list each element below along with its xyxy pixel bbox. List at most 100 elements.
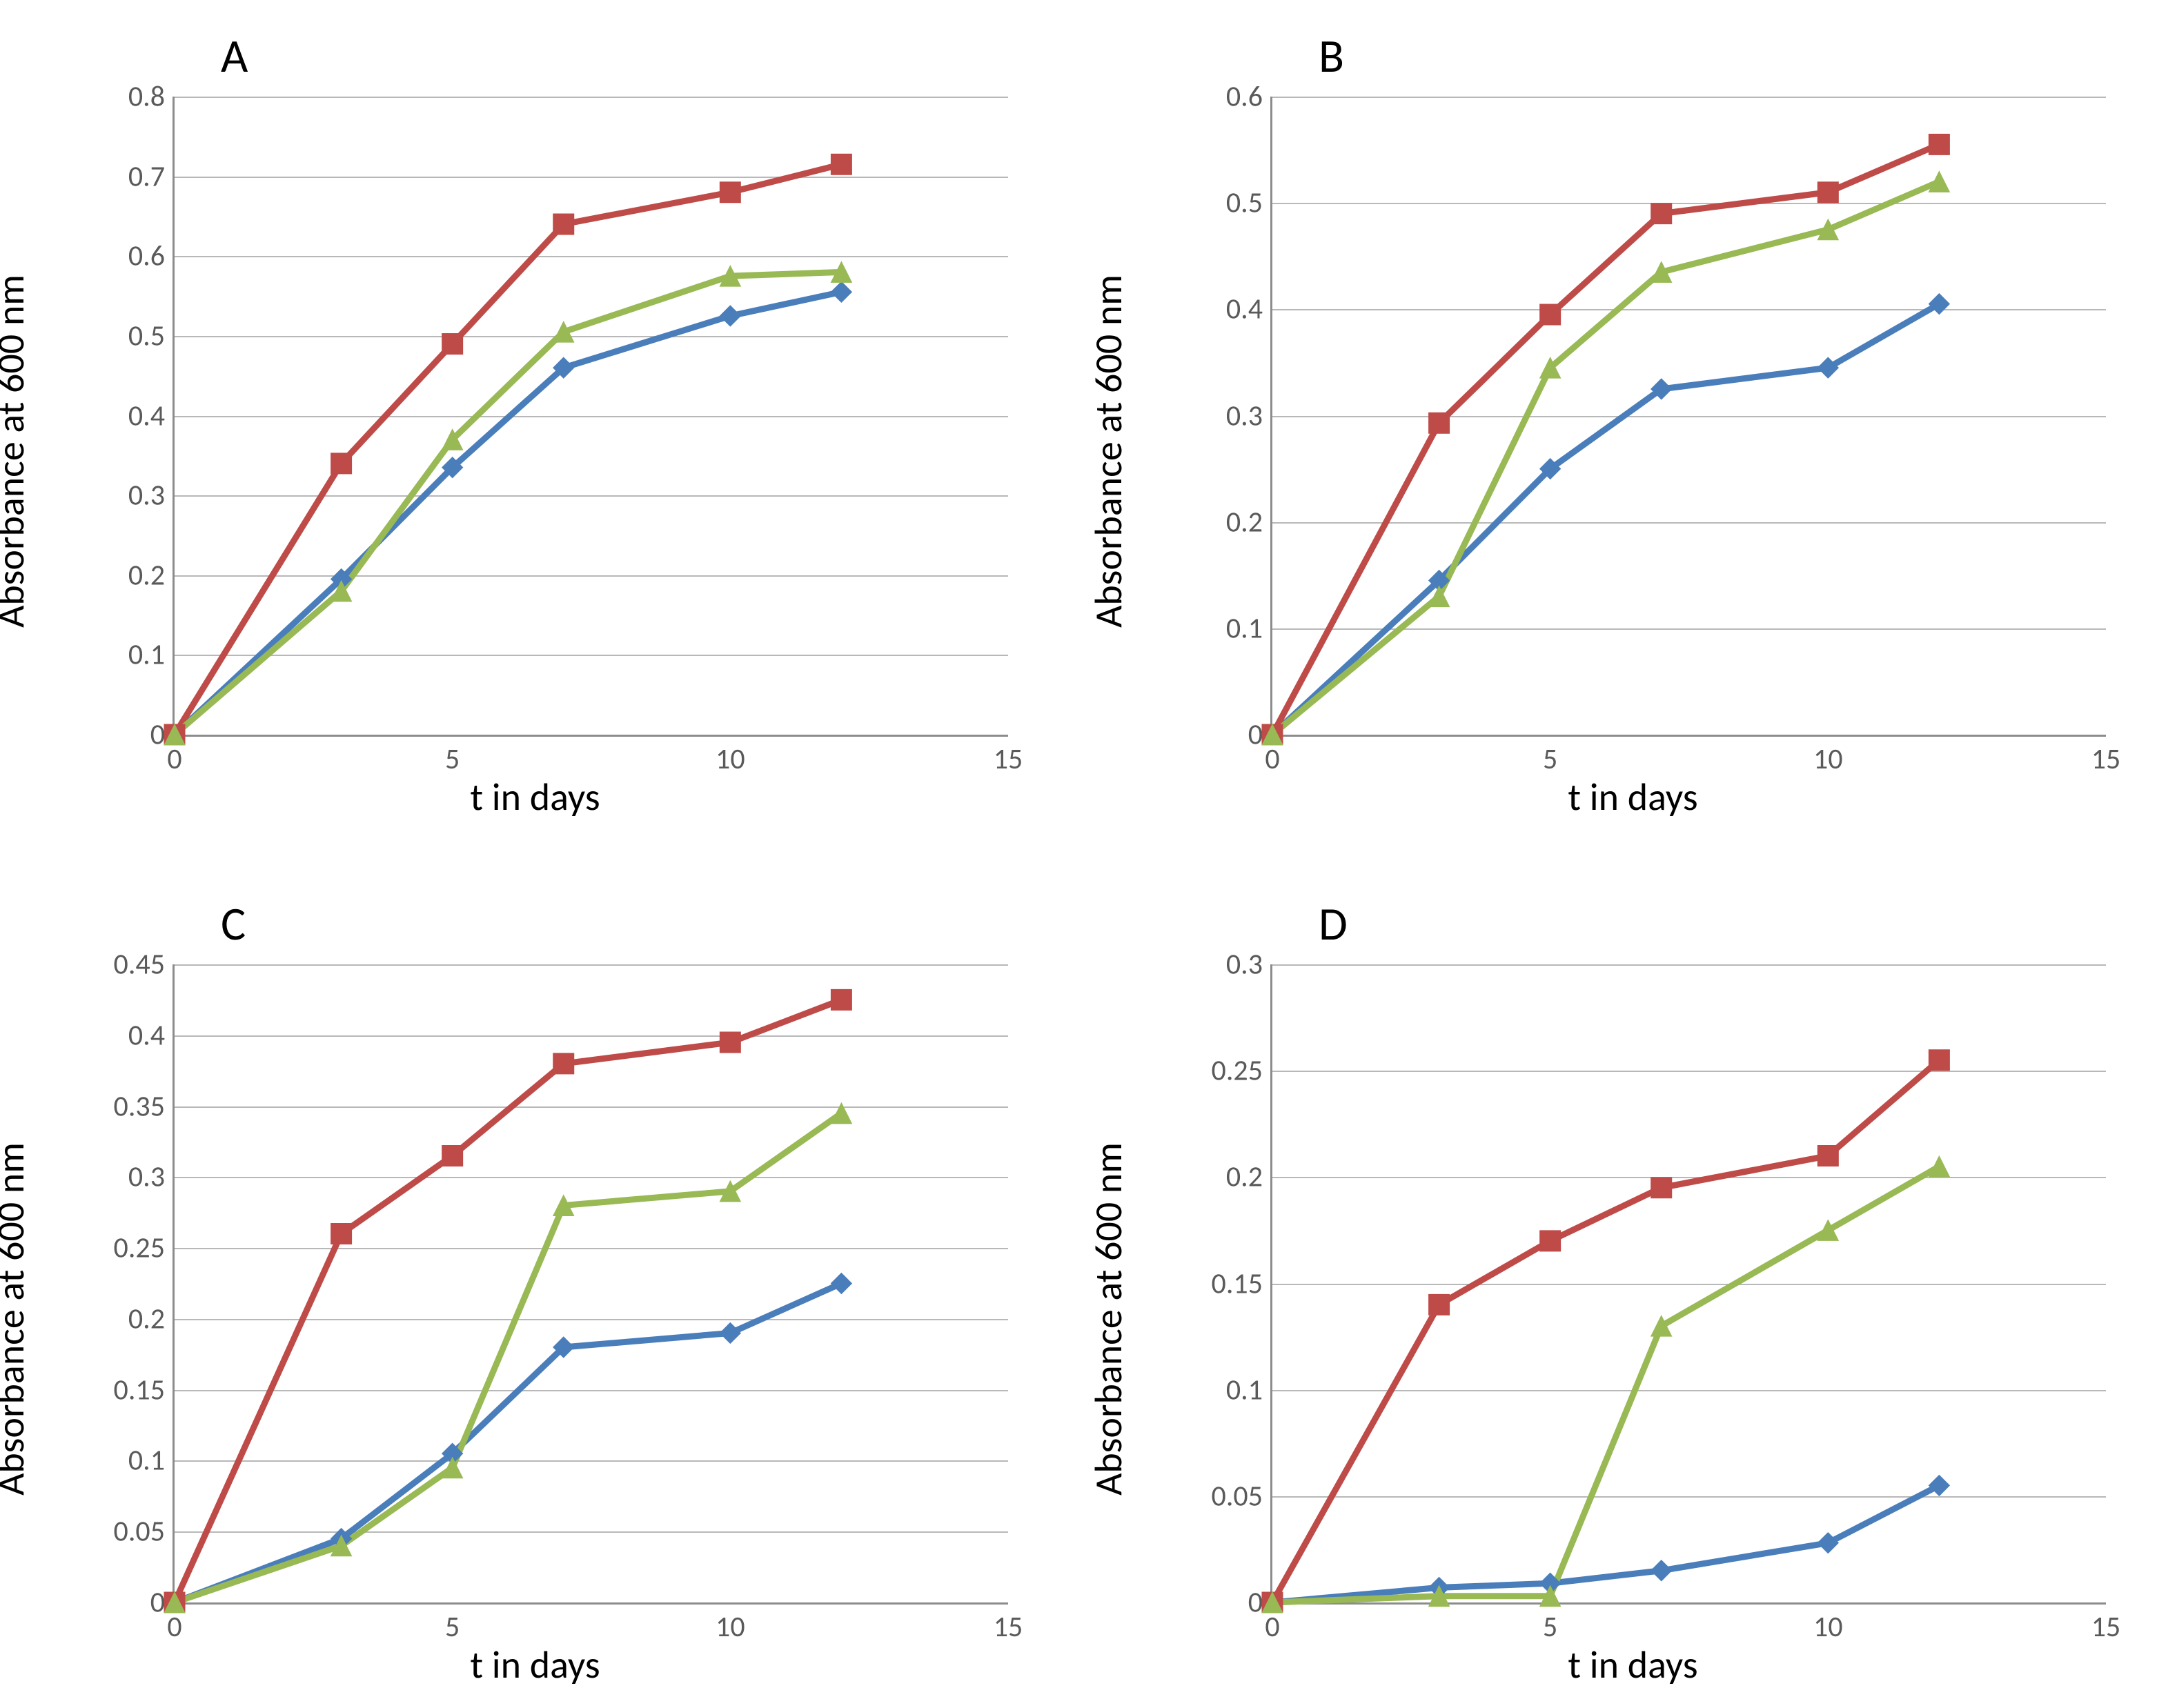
y-tick-label: 0.6 [1226,79,1263,115]
series-marker [1540,459,1561,479]
marker-layer [1272,97,2106,735]
y-tick-label: 0.1 [128,1443,165,1478]
series-marker [720,266,740,286]
series-marker [1651,379,1672,399]
plot-area: 00.050.10.150.20.250.3051015 [1270,964,2106,1605]
y-tick-label: 0.3 [1226,398,1263,433]
series-marker [1929,1050,1949,1071]
y-tick-label: 0.5 [128,318,165,353]
panel-label: D [1319,895,1348,953]
series-marker [1929,134,1949,155]
series-marker [1540,357,1561,378]
series-marker [442,333,463,354]
series-marker [1651,261,1672,282]
y-tick-label: 0.2 [1226,504,1263,539]
y-axis-label: Absorbance at 600 nm [0,1142,35,1496]
x-tick-label: 5 [1543,742,1557,777]
series-marker [442,1146,463,1166]
x-tick-label: 0 [1265,742,1279,777]
y-tick-label: 0.4 [128,398,165,433]
plot-area: 00.050.10.150.20.250.30.350.40.45051015 [173,964,1008,1605]
series-marker [720,306,740,326]
series-marker [1651,1178,1672,1198]
marker-layer [1272,964,2106,1602]
y-tick-label: 0.15 [114,1372,165,1407]
series-marker [331,453,352,474]
x-axis-label: t in days [1568,774,1697,821]
series-marker [553,1195,574,1215]
y-tick-label: 0.3 [128,1160,165,1195]
y-tick-label: 0 [1248,1585,1263,1620]
series-marker [553,321,574,342]
series-marker [442,1458,463,1478]
panel-D: D Absorbance at 600 nm t in days 00.050.… [1139,895,2127,1680]
series-marker [1817,1146,1838,1166]
panel-C: C Absorbance at 600 nm t in days 00.050.… [41,895,1029,1680]
series-marker [1651,1315,1672,1336]
series-marker [831,1103,851,1124]
series-marker [831,154,851,175]
series-marker [831,989,851,1010]
series-marker [1817,1533,1838,1553]
x-tick-label: 10 [716,1609,745,1645]
series-marker [442,429,463,450]
x-tick-label: 5 [445,742,460,777]
y-tick-label: 0.15 [1212,1266,1263,1301]
series-marker [720,1322,740,1343]
y-tick-label: 0 [1248,717,1263,753]
y-tick-label: 0.3 [128,478,165,513]
series-marker [1429,413,1450,433]
x-tick-label: 15 [994,1609,1023,1645]
x-tick-label: 15 [994,742,1023,777]
x-tick-label: 10 [1813,742,1843,777]
x-tick-label: 0 [167,1609,181,1645]
series-marker [1929,171,1949,192]
series-marker [1651,203,1672,224]
x-tick-label: 5 [445,1609,460,1645]
series-marker [1429,586,1450,607]
panel-A: A Absorbance at 600 nm t in days 00.10.2… [41,28,1029,813]
series-marker [1817,357,1838,378]
series-marker [1540,1231,1561,1251]
series-marker [1929,1475,1949,1496]
series-marker [553,357,574,378]
y-tick-label: 0.2 [128,557,165,593]
x-tick-label: 0 [1265,1609,1279,1645]
figure-page: A Absorbance at 600 nm t in days 00.10.2… [0,0,2168,1708]
x-tick-label: 15 [2091,742,2121,777]
y-tick-label: 0.2 [1226,1160,1263,1195]
chart-frame: Absorbance at 600 nm t in days 00.050.10… [41,957,1029,1680]
x-axis-label: t in days [1568,1642,1697,1689]
series-marker [720,1181,740,1202]
y-tick-label: 0.3 [1226,947,1263,982]
chart-frame: Absorbance at 600 nm t in days 00.10.20.… [1139,90,2127,813]
x-tick-label: 5 [1543,1609,1557,1645]
series-marker [831,1273,851,1294]
plot-area: 00.10.20.30.40.50.6051015 [1270,97,2106,737]
x-tick-label: 15 [2091,1609,2121,1645]
y-tick-label: 0.8 [128,79,165,115]
marker-layer [175,97,1008,735]
series-marker [831,261,851,282]
y-tick-label: 0.4 [1226,292,1263,327]
panel-B: B Absorbance at 600 nm t in days 00.10.2… [1139,28,2127,813]
y-tick-label: 0.7 [128,159,165,194]
series-marker [553,1053,574,1074]
series-marker [831,281,851,302]
series-marker [1817,1220,1838,1240]
y-tick-label: 0.05 [1212,1478,1263,1513]
x-axis-label: t in days [470,774,600,821]
series-marker [720,182,740,203]
y-tick-label: 0.35 [114,1089,165,1124]
marker-layer [175,964,1008,1602]
series-marker [1929,294,1949,315]
y-axis-label: Absorbance at 600 nm [0,275,35,628]
y-axis-label: Absorbance at 600 nm [1085,275,1132,628]
y-tick-label: 0.25 [1212,1053,1263,1089]
panel-label: B [1319,28,1344,85]
series-marker [553,1337,574,1358]
panel-grid: A Absorbance at 600 nm t in days 00.10.2… [41,28,2127,1680]
y-tick-label: 0.6 [128,239,165,274]
series-marker [1929,1156,1949,1177]
panel-label: A [221,28,248,85]
